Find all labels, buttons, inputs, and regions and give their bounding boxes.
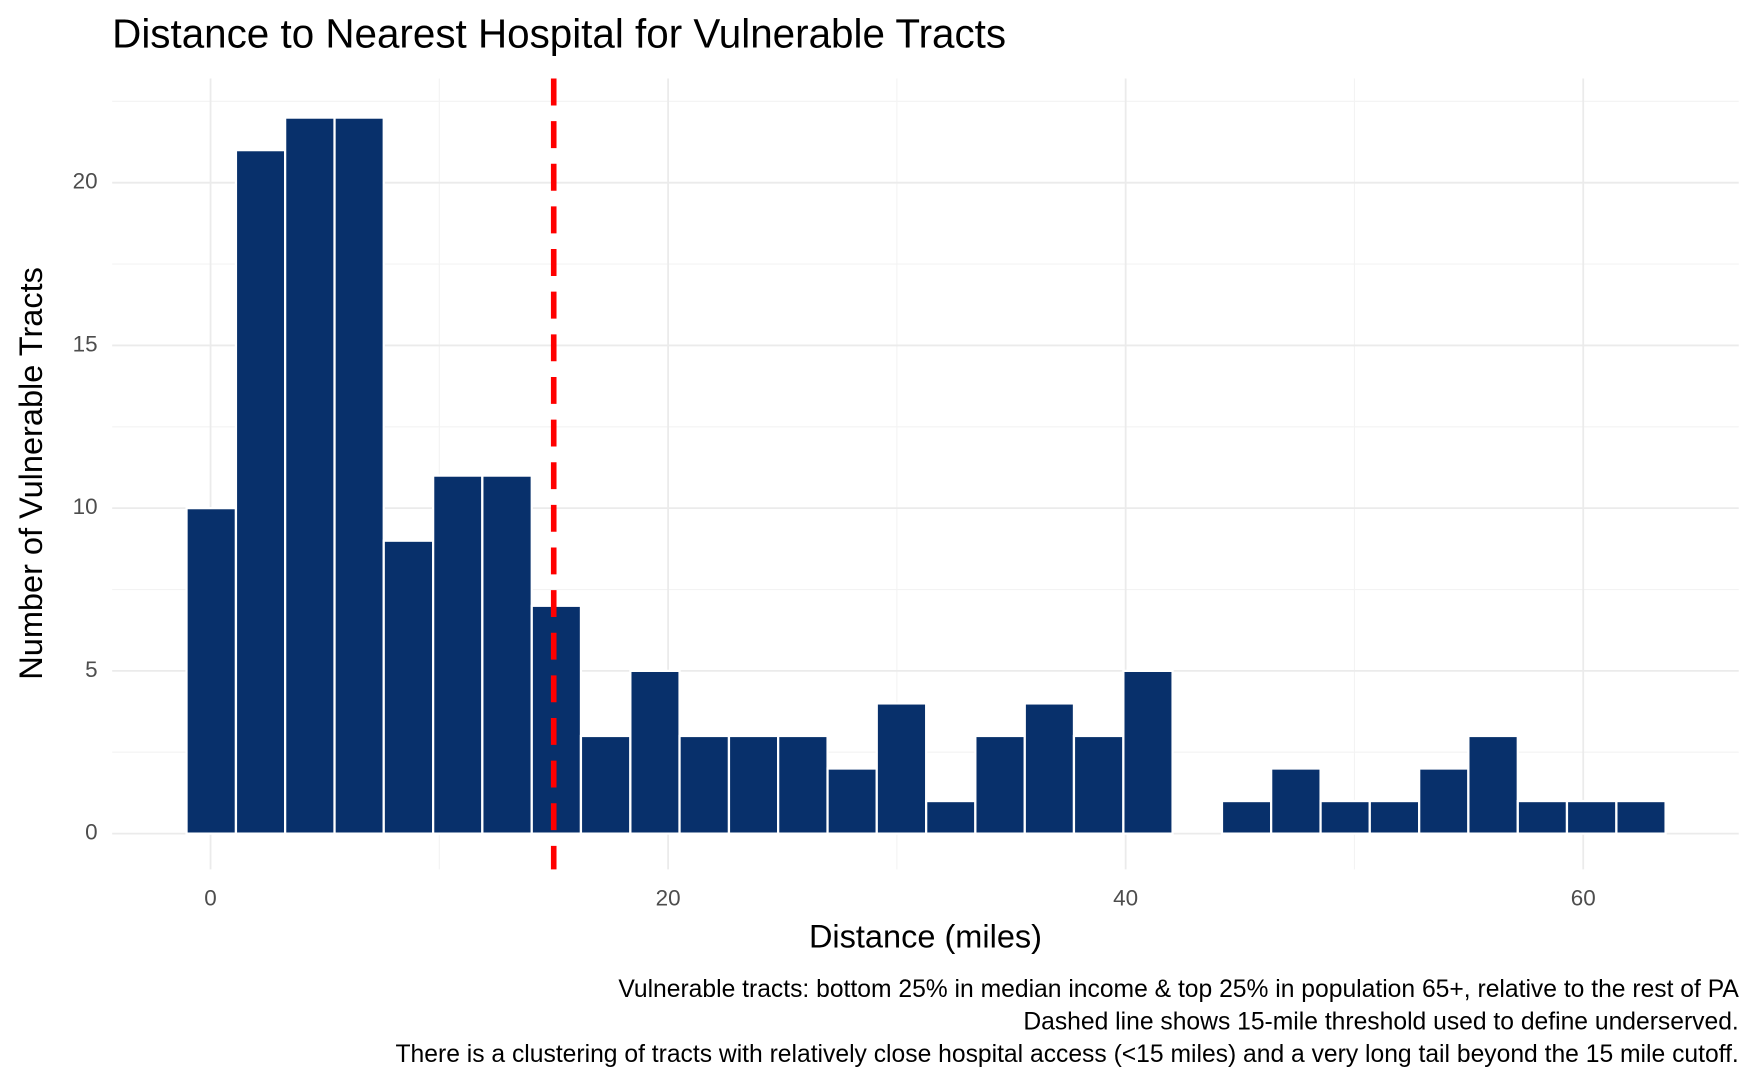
y-tick-label: 0 — [85, 820, 97, 845]
x-tick-label: 60 — [1571, 886, 1596, 911]
bar — [382, 539, 435, 835]
caption: Dashed line shows 15-mile threshold used… — [1023, 1009, 1738, 1036]
bar — [432, 474, 484, 835]
bar — [481, 474, 533, 835]
bar — [1418, 767, 1470, 835]
bar — [777, 734, 829, 835]
y-tick-label: 15 — [73, 331, 98, 356]
bar — [1368, 799, 1421, 835]
chart-title: Distance to Nearest Hospital for Vulnera… — [112, 11, 1006, 57]
y-tick-label: 20 — [73, 169, 98, 194]
y-tick-label: 5 — [85, 657, 97, 682]
bar — [629, 669, 681, 835]
bar — [1516, 799, 1569, 835]
caption: Vulnerable tracts: bottom 25% in median … — [618, 976, 1739, 1003]
bar — [727, 734, 780, 835]
captions: Vulnerable tracts: bottom 25% in median … — [396, 976, 1740, 1068]
bar — [678, 734, 731, 835]
bars — [185, 116, 1667, 835]
y-axis-label: Number of Vulnerable Tracts — [13, 267, 49, 680]
bar — [1467, 734, 1519, 835]
x-axis-label: Distance (miles) — [809, 919, 1042, 955]
bar — [579, 734, 632, 835]
bar — [1023, 702, 1076, 835]
bar — [1220, 799, 1273, 835]
bar — [925, 799, 977, 835]
x-tick-label: 0 — [204, 886, 216, 911]
bar — [185, 507, 238, 835]
bar — [284, 116, 336, 835]
bar — [826, 767, 878, 835]
bar — [1615, 799, 1667, 835]
bar — [1319, 799, 1371, 835]
bar — [875, 702, 928, 835]
bar — [1122, 669, 1174, 835]
bar — [333, 116, 385, 835]
x-tick-label: 40 — [1113, 886, 1138, 911]
y-tick-label: 10 — [73, 494, 98, 519]
bar — [1072, 734, 1125, 835]
bar — [234, 149, 287, 835]
bar — [974, 734, 1026, 835]
bar — [1565, 799, 1618, 835]
caption: There is a clustering of tracts with rel… — [396, 1041, 1739, 1068]
x-tick-label: 20 — [656, 886, 681, 911]
bar — [1270, 767, 1322, 835]
